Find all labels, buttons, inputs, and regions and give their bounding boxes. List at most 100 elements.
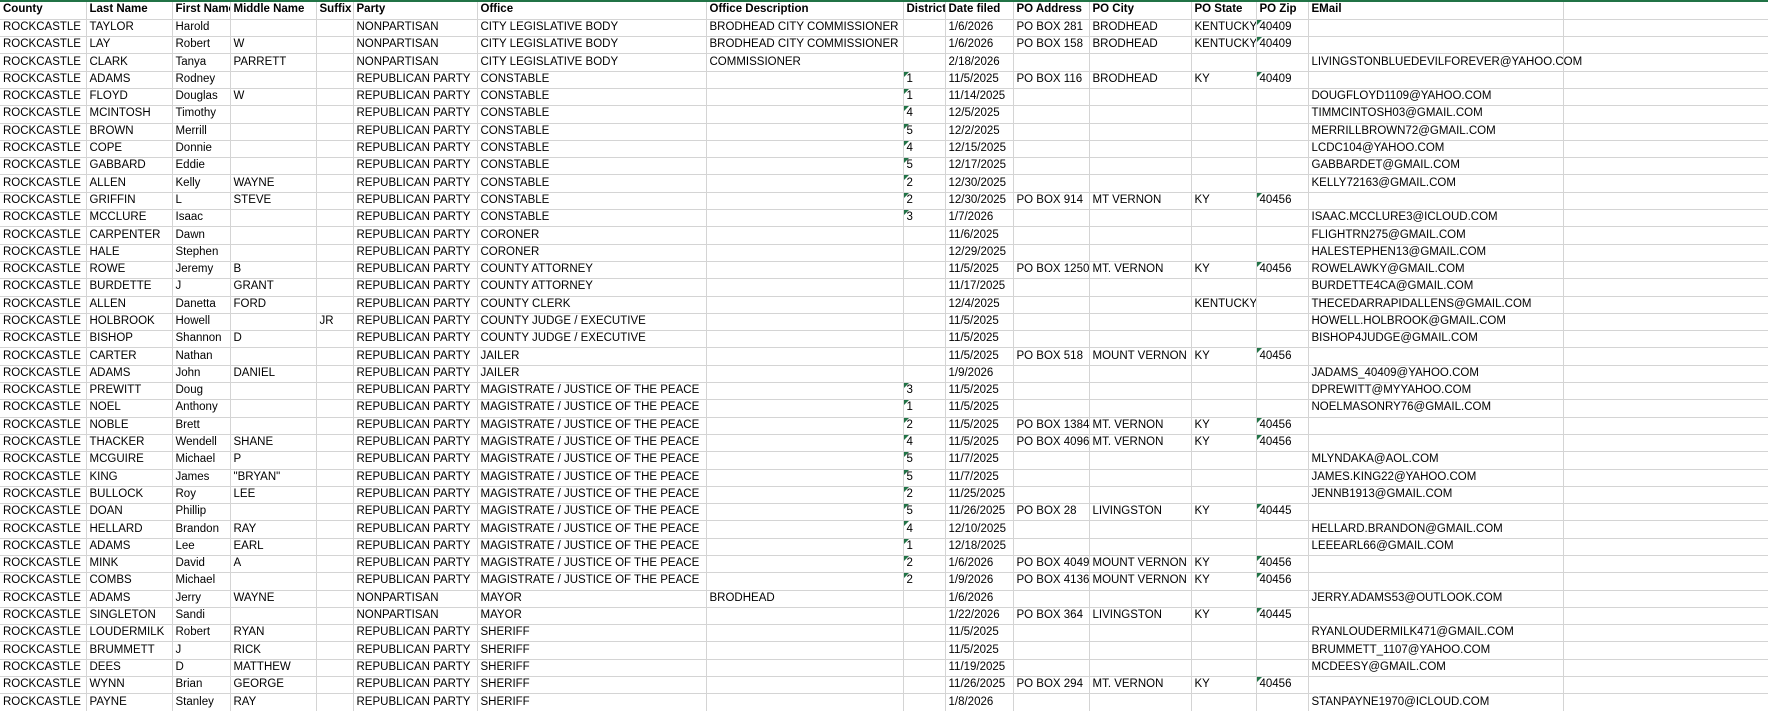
cell-filler[interactable] bbox=[1563, 226, 1768, 245]
cell-middle[interactable] bbox=[230, 140, 317, 159]
cell-desc[interactable] bbox=[706, 659, 904, 678]
cell-office[interactable]: CONSTABLE bbox=[477, 105, 707, 124]
cell-office[interactable]: CORONER bbox=[477, 244, 707, 262]
cell-desc[interactable] bbox=[706, 261, 904, 280]
cell-zip[interactable] bbox=[1256, 365, 1309, 384]
cell-last[interactable]: LAY bbox=[86, 36, 173, 55]
cell-zip[interactable]: 40409 bbox=[1256, 71, 1309, 89]
cell-filler[interactable] bbox=[1563, 434, 1768, 453]
cell-date[interactable]: 11/5/2025 bbox=[945, 330, 1014, 349]
cell-address[interactable] bbox=[1013, 624, 1090, 643]
cell-state[interactable] bbox=[1191, 105, 1257, 124]
cell-district[interactable] bbox=[903, 278, 946, 297]
cell-email[interactable] bbox=[1308, 676, 1564, 695]
cell-filler[interactable] bbox=[1563, 693, 1768, 711]
cell-office[interactable]: CORONER bbox=[477, 226, 707, 245]
cell-date[interactable]: 11/5/2025 bbox=[945, 641, 1014, 660]
cell-office[interactable]: MAGISTRATE / JUSTICE OF THE PEACE bbox=[477, 572, 707, 591]
cell-suffix[interactable] bbox=[316, 347, 354, 366]
cell-suffix[interactable] bbox=[316, 278, 354, 297]
cell-email[interactable]: GABBARDET@GMAIL.COM bbox=[1308, 157, 1564, 176]
cell-middle[interactable]: PARRETT bbox=[230, 53, 317, 72]
cell-email[interactable]: HALESTEPHEN13@GMAIL.COM bbox=[1308, 244, 1564, 262]
cell-state[interactable]: KY bbox=[1191, 347, 1257, 366]
cell-first[interactable]: Sandi bbox=[172, 607, 231, 626]
cell-address[interactable] bbox=[1013, 693, 1090, 711]
cell-district[interactable]: 2 bbox=[903, 486, 946, 505]
cell-county[interactable]: ROCKCASTLE bbox=[0, 278, 87, 297]
cell-district[interactable]: 2 bbox=[903, 174, 946, 193]
cell-state[interactable] bbox=[1191, 365, 1257, 384]
cell-address[interactable] bbox=[1013, 157, 1090, 176]
column-header-first[interactable]: First Name bbox=[172, 2, 231, 20]
cell-county[interactable]: ROCKCASTLE bbox=[0, 157, 87, 176]
cell-email[interactable]: ISAAC.MCCLURE3@ICLOUD.COM bbox=[1308, 209, 1564, 228]
cell-address[interactable] bbox=[1013, 520, 1090, 539]
cell-desc[interactable] bbox=[706, 693, 904, 711]
cell-address[interactable] bbox=[1013, 53, 1090, 72]
cell-office[interactable]: MAYOR bbox=[477, 590, 707, 608]
cell-first[interactable]: D bbox=[172, 659, 231, 678]
cell-party[interactable]: REPUBLICAN PARTY bbox=[353, 399, 478, 418]
cell-office[interactable]: MAGISTRATE / JUSTICE OF THE PEACE bbox=[477, 417, 707, 435]
cell-first[interactable]: Jeremy bbox=[172, 261, 231, 280]
cell-email[interactable]: HOWELL.HOLBROOK@GMAIL.COM bbox=[1308, 313, 1564, 332]
cell-first[interactable]: Anthony bbox=[172, 399, 231, 418]
cell-email[interactable] bbox=[1308, 19, 1564, 38]
cell-state[interactable] bbox=[1191, 53, 1257, 72]
cell-date[interactable]: 11/5/2025 bbox=[945, 313, 1014, 332]
cell-suffix[interactable] bbox=[316, 434, 354, 453]
cell-address[interactable] bbox=[1013, 382, 1090, 401]
cell-city[interactable] bbox=[1089, 244, 1192, 262]
cell-zip[interactable]: 40456 bbox=[1256, 347, 1309, 366]
cell-first[interactable]: Doug bbox=[172, 382, 231, 401]
cell-district[interactable] bbox=[903, 313, 946, 332]
cell-suffix[interactable] bbox=[316, 192, 354, 211]
cell-city[interactable] bbox=[1089, 53, 1192, 72]
cell-email[interactable] bbox=[1308, 503, 1564, 522]
cell-office[interactable]: CITY LEGISLATIVE BODY bbox=[477, 36, 707, 55]
cell-suffix[interactable] bbox=[316, 330, 354, 349]
cell-party[interactable]: NONPARTISAN bbox=[353, 590, 478, 608]
cell-desc[interactable] bbox=[706, 676, 904, 695]
cell-state[interactable]: KY bbox=[1191, 192, 1257, 211]
cell-middle[interactable]: DANIEL bbox=[230, 365, 317, 384]
cell-city[interactable] bbox=[1089, 520, 1192, 539]
cell-date[interactable]: 11/14/2025 bbox=[945, 88, 1014, 107]
cell-date[interactable]: 11/17/2025 bbox=[945, 278, 1014, 297]
cell-first[interactable]: David bbox=[172, 555, 231, 574]
cell-county[interactable]: ROCKCASTLE bbox=[0, 590, 87, 608]
cell-date[interactable]: 1/9/2026 bbox=[945, 365, 1014, 384]
cell-filler[interactable] bbox=[1563, 399, 1768, 418]
cell-party[interactable]: REPUBLICAN PARTY bbox=[353, 174, 478, 193]
cell-date[interactable]: 1/8/2026 bbox=[945, 693, 1014, 711]
cell-filler[interactable] bbox=[1563, 555, 1768, 574]
cell-middle[interactable] bbox=[230, 347, 317, 366]
cell-county[interactable]: ROCKCASTLE bbox=[0, 244, 87, 262]
cell-middle[interactable]: GRANT bbox=[230, 278, 317, 297]
column-header-office[interactable]: Office bbox=[477, 2, 707, 20]
cell-last[interactable]: MCGUIRE bbox=[86, 451, 173, 470]
cell-zip[interactable] bbox=[1256, 659, 1309, 678]
cell-last[interactable]: ADAMS bbox=[86, 590, 173, 608]
cell-district[interactable] bbox=[903, 607, 946, 626]
cell-county[interactable]: ROCKCASTLE bbox=[0, 140, 87, 159]
cell-middle[interactable]: MATTHEW bbox=[230, 659, 317, 678]
cell-desc[interactable]: BRODHEAD bbox=[706, 590, 904, 608]
cell-email[interactable] bbox=[1308, 434, 1564, 453]
cell-first[interactable]: Merrill bbox=[172, 123, 231, 141]
cell-filler[interactable] bbox=[1563, 88, 1768, 107]
cell-address[interactable] bbox=[1013, 399, 1090, 418]
cell-district[interactable] bbox=[903, 624, 946, 643]
cell-zip[interactable] bbox=[1256, 53, 1309, 72]
cell-address[interactable] bbox=[1013, 330, 1090, 349]
cell-date[interactable]: 11/26/2025 bbox=[945, 676, 1014, 695]
cell-desc[interactable] bbox=[706, 607, 904, 626]
cell-middle[interactable]: B bbox=[230, 261, 317, 280]
cell-state[interactable] bbox=[1191, 382, 1257, 401]
cell-zip[interactable] bbox=[1256, 105, 1309, 124]
cell-date[interactable]: 1/6/2026 bbox=[945, 36, 1014, 55]
cell-last[interactable]: SINGLETON bbox=[86, 607, 173, 626]
cell-first[interactable]: J bbox=[172, 641, 231, 660]
cell-email[interactable]: DPREWITT@MYYAHOO.COM bbox=[1308, 382, 1564, 401]
